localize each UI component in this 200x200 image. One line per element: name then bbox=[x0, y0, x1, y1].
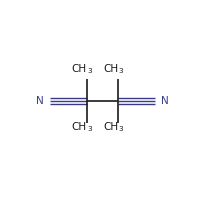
Text: $_3$: $_3$ bbox=[118, 124, 124, 134]
Text: $_3$: $_3$ bbox=[118, 66, 124, 76]
Text: N: N bbox=[161, 96, 169, 106]
Text: CH: CH bbox=[103, 64, 118, 74]
Text: N: N bbox=[36, 96, 44, 106]
Text: CH: CH bbox=[103, 122, 118, 132]
Text: CH: CH bbox=[72, 64, 87, 74]
Text: $_3$: $_3$ bbox=[87, 66, 93, 76]
Text: CH: CH bbox=[72, 122, 87, 132]
Text: $_3$: $_3$ bbox=[87, 124, 93, 134]
